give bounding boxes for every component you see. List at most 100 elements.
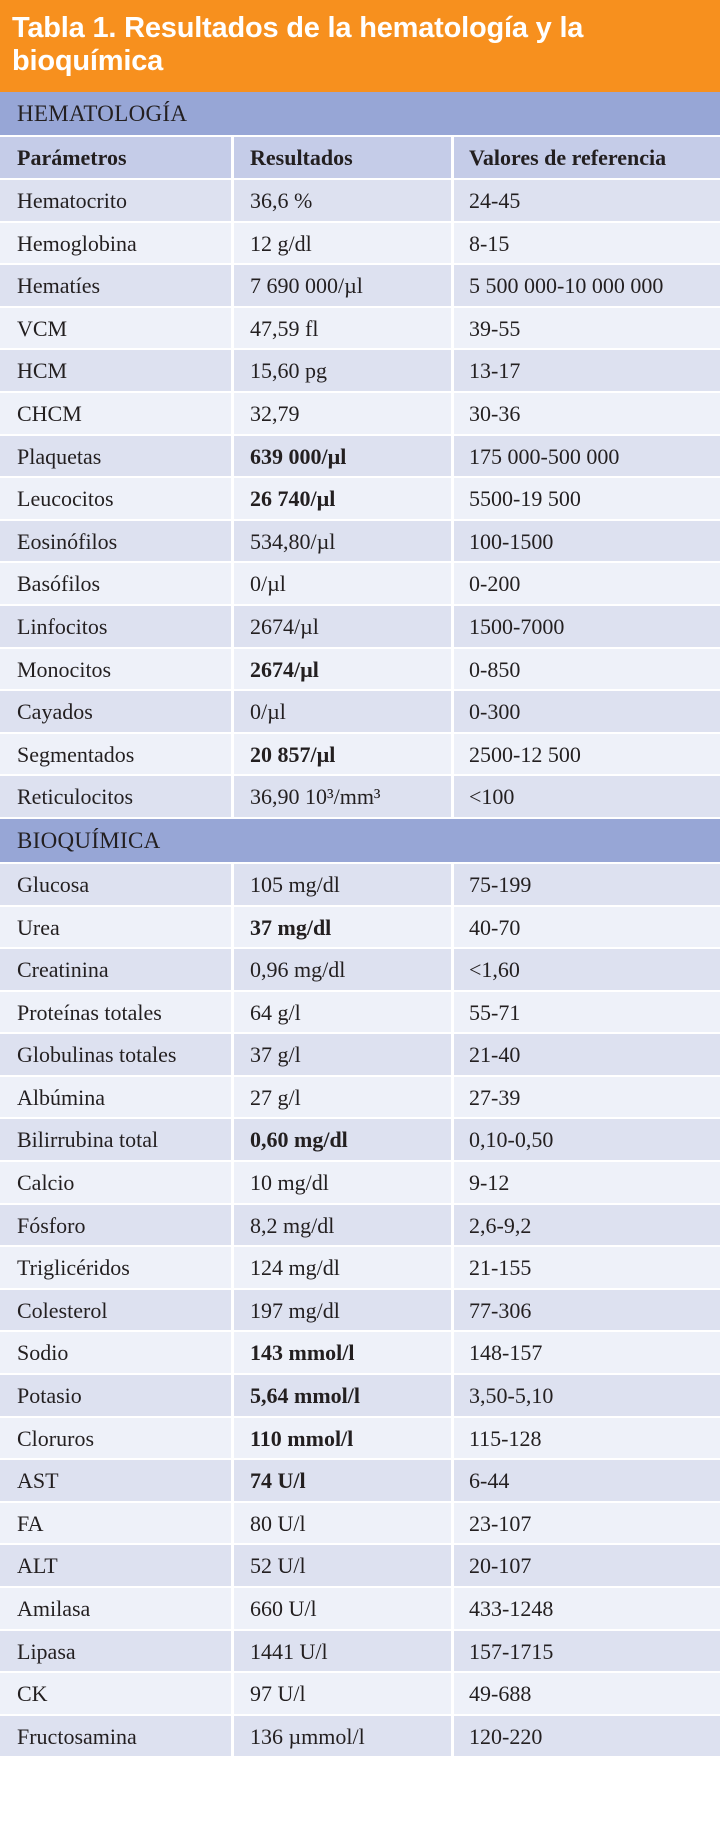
result-cell: 97 U/l <box>234 1673 454 1714</box>
parameter-cell: Eosinófilos <box>0 520 234 562</box>
result-cell: 0,96 mg/dl <box>234 949 454 990</box>
reference-cell: 9-12 <box>469 1170 510 1196</box>
result-cell: 32,79 <box>234 392 454 434</box>
table-row: Hematocrito 36,6 % 24-45 <box>0 180 720 223</box>
result-cell: 0/µl <box>234 691 454 732</box>
column-header-row: Parámetros Resultados Valores de referen… <box>0 137 720 180</box>
parameter-cell: Sodio <box>0 1332 234 1374</box>
reference-cell: 100-1500 <box>469 528 554 554</box>
parameter-cell: Plaquetas <box>0 435 234 477</box>
parameter-cell: Globulinas totales <box>0 1034 234 1075</box>
reference-cell: 0-200 <box>469 571 521 597</box>
table-row: Potasio 5,64 mmol/l 3,50-5,10 <box>0 1375 720 1418</box>
table-row: VCM 47,59 fl 39-55 <box>0 307 720 351</box>
parameter-cell: Creatinina <box>0 949 234 990</box>
parameter-cell: Triglicéridos <box>0 1247 234 1288</box>
reference-cell: 115-128 <box>469 1425 542 1451</box>
reference-cell: 5 500 000-10 000 000 <box>469 273 664 299</box>
parameter-cell: CHCM <box>0 392 234 434</box>
parameter-cell: CK <box>0 1673 234 1714</box>
divider <box>0 861 720 864</box>
section-header-bioquimica: BIOQUÍMICA <box>0 818 720 862</box>
table-title-line-2: bioquímica <box>12 45 164 77</box>
result-cell: 64 g/l <box>234 991 454 1033</box>
table-row: Colesterol 197 mg/dl 77-306 <box>0 1289 720 1333</box>
section-header-hematologia: HEMATOLOGÍA <box>0 92 720 135</box>
parameter-cell: HCM <box>0 350 234 391</box>
reference-cell: 0-850 <box>469 656 521 682</box>
column-header-resultados: Resultados <box>234 137 454 178</box>
table-row: Calcio 10 mg/dl 9-12 <box>0 1162 720 1205</box>
table-row: Hematíes 7 690 000/µl 5 500 000-10 000 000 <box>0 265 720 308</box>
parameter-cell: Segmentados <box>0 733 234 775</box>
reference-cell: 0,10-0,50 <box>469 1127 554 1153</box>
result-cell: 10 mg/dl <box>234 1162 454 1203</box>
parameter-cell: Reticulocitos <box>0 776 234 817</box>
reference-cell: 148-157 <box>469 1340 543 1366</box>
parameter-cell: Amilasa <box>0 1588 234 1629</box>
reference-cell: 433-1248 <box>469 1596 554 1621</box>
table-row: Cloruros 110 mmol/l 115-128 <box>0 1417 720 1461</box>
reference-cell: 3,50-5,10 <box>469 1383 554 1409</box>
table-row: HCM 15,60 pg 13-17 <box>0 350 720 393</box>
parameter-cell: Calcio <box>0 1162 234 1203</box>
parameter-cell: AST <box>0 1460 234 1501</box>
parameter-cell: VCM <box>0 307 234 349</box>
table-row: CHCM 32,79 30-36 <box>0 392 720 436</box>
table-row: Creatinina 0,96 mg/dl <1,60 <box>0 949 720 992</box>
result-cell: 37 mg/dl <box>234 906 454 948</box>
reference-cell: 55-71 <box>469 999 521 1025</box>
table-row: Basófilos 0/µl 0-200 <box>0 563 720 606</box>
reference-cell: 157-1715 <box>469 1638 554 1664</box>
result-cell: 105 mg/dl <box>234 863 454 905</box>
result-cell: 12 g/dl <box>234 222 454 264</box>
result-cell: 2674/µl <box>234 605 454 647</box>
table-row: Eosinófilos 534,80/µl 100-1500 <box>0 520 720 564</box>
table-row: Sodio 143 mmol/l 148-157 <box>0 1332 720 1376</box>
result-cell: 110 mmol/l <box>234 1417 454 1459</box>
result-cell: 47,59 fl <box>234 307 454 349</box>
reference-cell: 8-15 <box>469 230 510 256</box>
table-row: Linfocitos 2674/µl 1500-7000 <box>0 605 720 649</box>
result-cell: 7 690 000/µl <box>234 265 454 306</box>
parameter-cell: Fructosamina <box>0 1715 234 1757</box>
parameter-cell: Bilirrubina total <box>0 1119 234 1161</box>
reference-cell: 21-155 <box>469 1255 532 1281</box>
result-cell: 37 g/l <box>234 1034 454 1075</box>
reference-cell: 39-55 <box>469 315 521 341</box>
table-row: Leucocitos 26 740/µl 5500-19 500 <box>0 478 720 521</box>
column-header-parametros: Parámetros <box>0 137 234 178</box>
table-row: Amilasa 660 U/l 433-1248 <box>0 1588 720 1631</box>
table-title: Tabla 1. Resultados de la hematología y … <box>0 0 720 92</box>
table-row: Hemoglobina 12 g/dl 8-15 <box>0 222 720 266</box>
result-cell: 1441 U/l <box>234 1630 454 1672</box>
table-row: AST 74 U/l 6-44 <box>0 1460 720 1503</box>
result-cell: 20 857/µl <box>234 733 454 775</box>
parameter-cell: Cayados <box>0 691 234 732</box>
column-header-referencia: Valores de referencia <box>469 145 667 170</box>
table-title-line-1: Tabla 1. Resultados de la hematología y … <box>12 12 584 44</box>
table-row: Lipasa 1441 U/l 157-1715 <box>0 1630 720 1674</box>
result-cell: 36,90 10³/mm³ <box>234 776 454 817</box>
table-row: Urea 37 mg/dl 40-70 <box>0 906 720 950</box>
result-cell: 74 U/l <box>234 1460 454 1501</box>
parameter-cell: Albúmina <box>0 1076 234 1118</box>
table-row: Segmentados 20 857/µl 2500-12 500 <box>0 733 720 777</box>
results-table: HEMATOLOGÍA Parámetros Resultados Valore… <box>0 92 720 1759</box>
parameter-cell: Colesterol <box>0 1289 234 1331</box>
reference-cell: 49-688 <box>469 1681 532 1707</box>
table-row: FA 80 U/l 23-107 <box>0 1502 720 1546</box>
table-row: Monocitos 2674/µl 0-850 <box>0 648 720 692</box>
reference-cell: 24-45 <box>469 188 521 213</box>
result-cell: 136 µmmol/l <box>234 1715 454 1757</box>
parameter-cell: ALT <box>0 1545 234 1586</box>
reference-cell: 40-70 <box>469 914 521 940</box>
hematologia-rows: Hematocrito 36,6 % 24-45 Hemoglobina 12 g/dl… <box>0 180 720 819</box>
table-row: Proteínas totales 64 g/l 55-71 <box>0 991 720 1035</box>
parameter-cell: Hematíes <box>0 265 234 306</box>
parameter-cell: Potasio <box>0 1375 234 1416</box>
result-cell: 660 U/l <box>234 1588 454 1629</box>
parameter-cell: Glucosa <box>0 863 234 905</box>
reference-cell: 0-300 <box>469 699 521 725</box>
reference-cell: 2500-12 500 <box>469 741 581 767</box>
